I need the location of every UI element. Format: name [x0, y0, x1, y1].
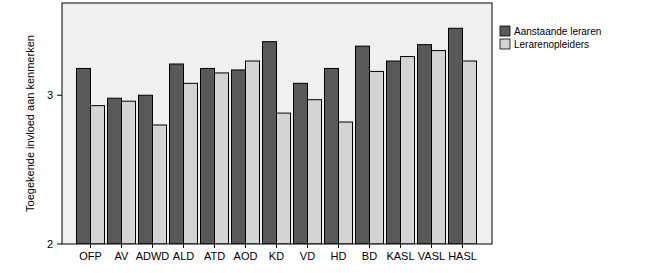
x-tick — [121, 244, 122, 248]
chart: OFP AV ADWDALD ATD AOD KD VD HD BD KASL VASLHASL 2 3… — [0, 0, 657, 273]
bar — [325, 68, 339, 244]
bar — [294, 83, 308, 244]
bar — [139, 95, 153, 244]
x-tick-label: ATD — [204, 250, 225, 262]
bar — [401, 57, 415, 244]
bar — [387, 61, 401, 244]
x-tick-label: HD — [331, 250, 347, 262]
x-tick-label: VASL — [418, 250, 445, 262]
x-tick-label: OFP — [79, 250, 102, 262]
bar — [432, 51, 446, 244]
x-tick-label: KASL — [386, 250, 414, 262]
bar — [308, 100, 322, 244]
bar — [170, 64, 184, 244]
bar — [246, 61, 260, 244]
x-tick — [152, 244, 153, 248]
x-tick — [431, 244, 432, 248]
y-tick-label: 2 — [47, 238, 53, 250]
x-tick — [400, 244, 401, 248]
x-tick-label: BD — [362, 250, 377, 262]
legend-label: Aanstaande leraren — [514, 26, 601, 37]
bar — [263, 42, 277, 244]
bars — [77, 28, 477, 244]
bar — [418, 45, 432, 244]
legend-label: Lerarenopleiders — [514, 39, 589, 50]
x-tick — [90, 244, 91, 248]
y-tick — [57, 244, 62, 245]
bar — [339, 122, 353, 244]
x-tick — [245, 244, 246, 248]
x-tick-label: VD — [300, 250, 315, 262]
x-tick-label: AV — [115, 250, 130, 262]
legend-swatch — [500, 26, 510, 36]
bar — [91, 106, 105, 244]
x-tick — [338, 244, 339, 248]
x-tick-label: HASL — [448, 250, 477, 262]
x-tick — [462, 244, 463, 248]
bar — [215, 73, 229, 244]
x-tick — [276, 244, 277, 248]
bar — [463, 61, 477, 244]
bar — [153, 125, 167, 244]
y-axis-label: Toegekende invloed aan kenmerken — [24, 35, 36, 212]
bar — [232, 70, 246, 244]
x-tick-label: ADWD — [136, 250, 170, 262]
bar — [184, 83, 198, 244]
y-tick-label: 3 — [47, 89, 53, 101]
y-tick — [57, 95, 62, 96]
bar — [77, 68, 91, 244]
x-tick-label: AOD — [234, 250, 258, 262]
bar — [277, 113, 291, 244]
bar — [108, 98, 122, 244]
x-tick — [214, 244, 215, 248]
x-tick — [183, 244, 184, 248]
bar — [122, 101, 136, 244]
legend-swatch — [500, 39, 510, 49]
bar — [449, 28, 463, 244]
x-tick — [369, 244, 370, 248]
bar — [370, 71, 384, 244]
plot-frame — [62, 3, 492, 244]
x-tick — [307, 244, 308, 248]
bar — [201, 68, 215, 244]
x-tick-label: ALD — [173, 250, 194, 262]
x-tick-label: KD — [269, 250, 284, 262]
bar — [356, 46, 370, 244]
plot-area — [62, 3, 492, 244]
